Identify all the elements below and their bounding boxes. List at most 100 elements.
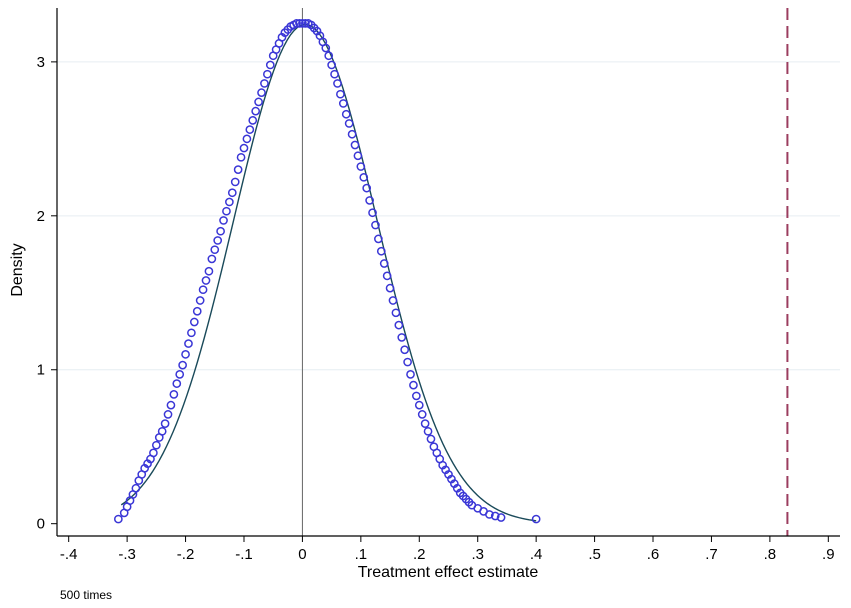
- reference-lines: [301, 8, 789, 536]
- x-ticks: -.4 -.3 -.2 -.1 0 .1 .2 .3 .4 .5 .6 .7 .8 .9: [60, 536, 835, 563]
- data-point: [394, 320, 404, 330]
- x-tick-label: -.4: [60, 546, 78, 563]
- x-tick-label: .9: [822, 546, 835, 563]
- data-point: [225, 197, 234, 207]
- data-point: [195, 296, 205, 305]
- data-point: [423, 426, 433, 436]
- data-point: [131, 483, 141, 493]
- data-point: [187, 328, 196, 338]
- data-point: [356, 162, 366, 171]
- data-point: [251, 106, 261, 116]
- data-point: [192, 306, 202, 316]
- data-point: [324, 51, 334, 61]
- data-point: [409, 380, 418, 390]
- data-point: [207, 254, 217, 264]
- data-point: [181, 350, 190, 359]
- data-point: [368, 208, 377, 218]
- data-point: [336, 89, 345, 99]
- data-point: [379, 259, 389, 268]
- data-point: [490, 511, 500, 521]
- data-point: [327, 60, 336, 70]
- data-point: [321, 43, 331, 53]
- y-tick-label: 1: [37, 362, 45, 379]
- data-point: [414, 400, 424, 410]
- data-point: [114, 514, 123, 524]
- chart-note: 500 times: [60, 588, 112, 602]
- data-point: [260, 79, 269, 88]
- data-point: [248, 116, 258, 125]
- x-tick-label: -.2: [177, 546, 195, 563]
- data-point: [265, 60, 275, 70]
- data-point: [149, 448, 158, 458]
- data-point: [531, 514, 541, 524]
- data-point: [166, 400, 176, 410]
- x-tick-label: 0: [298, 546, 306, 563]
- data-point: [239, 143, 249, 153]
- data-point: [353, 151, 363, 161]
- data-point: [388, 296, 398, 305]
- x-tick-label: .4: [530, 546, 543, 563]
- data-point: [298, 19, 307, 28]
- data-point: [184, 339, 193, 348]
- data-point: [201, 276, 211, 285]
- data-point: [160, 419, 170, 428]
- data-point: [263, 69, 272, 79]
- data-point: [213, 236, 223, 245]
- x-tick-label: .2: [413, 546, 426, 563]
- data-point: [227, 188, 237, 198]
- data-point: [222, 206, 231, 216]
- data-point: [151, 440, 161, 450]
- data-point: [157, 426, 167, 436]
- data-point: [338, 99, 348, 108]
- data-point: [400, 345, 410, 355]
- data-point: [163, 410, 173, 419]
- data-point: [403, 357, 412, 367]
- data-point: [426, 434, 436, 444]
- data-point: [350, 140, 360, 150]
- data-point: [245, 125, 255, 134]
- data-point: [175, 370, 185, 379]
- data-point: [178, 360, 187, 370]
- data-point: [254, 97, 263, 107]
- data-point: [382, 271, 392, 281]
- grid-lines: [57, 61, 840, 371]
- data-point: [347, 129, 357, 139]
- data-point: [397, 333, 407, 342]
- data-point: [242, 134, 252, 144]
- data-point: [219, 216, 228, 225]
- y-tick-label: 0: [37, 516, 45, 533]
- data-point: [412, 391, 421, 401]
- data-point: [295, 19, 304, 28]
- data-point: [385, 283, 395, 293]
- data-point: [376, 246, 386, 256]
- y-ticks: 0 1 2 3: [37, 54, 57, 533]
- x-tick-label: .8: [764, 546, 777, 563]
- x-tick-label: .3: [471, 546, 484, 563]
- data-points: [114, 19, 541, 524]
- data-point: [365, 196, 374, 205]
- data-point: [198, 285, 208, 295]
- x-tick-label: .5: [588, 546, 601, 563]
- data-point: [333, 79, 342, 88]
- data-point: [204, 266, 214, 276]
- data-point: [344, 119, 354, 128]
- data-point: [362, 183, 372, 193]
- data-point: [359, 172, 369, 182]
- data-point: [292, 19, 301, 28]
- x-tick-label: -.3: [118, 546, 136, 563]
- x-tick-label: -.1: [235, 546, 253, 563]
- data-point: [210, 245, 220, 255]
- data-point: [216, 226, 225, 236]
- data-point: [420, 419, 430, 428]
- data-point: [391, 308, 401, 318]
- data-point: [300, 19, 310, 28]
- x-tick-label: .7: [705, 546, 718, 563]
- y-tick-label: 3: [37, 54, 45, 71]
- data-point: [485, 510, 494, 519]
- axes: [56, 8, 840, 537]
- data-point: [417, 410, 427, 419]
- x-tick-label: .1: [355, 546, 368, 563]
- data-point: [341, 109, 351, 119]
